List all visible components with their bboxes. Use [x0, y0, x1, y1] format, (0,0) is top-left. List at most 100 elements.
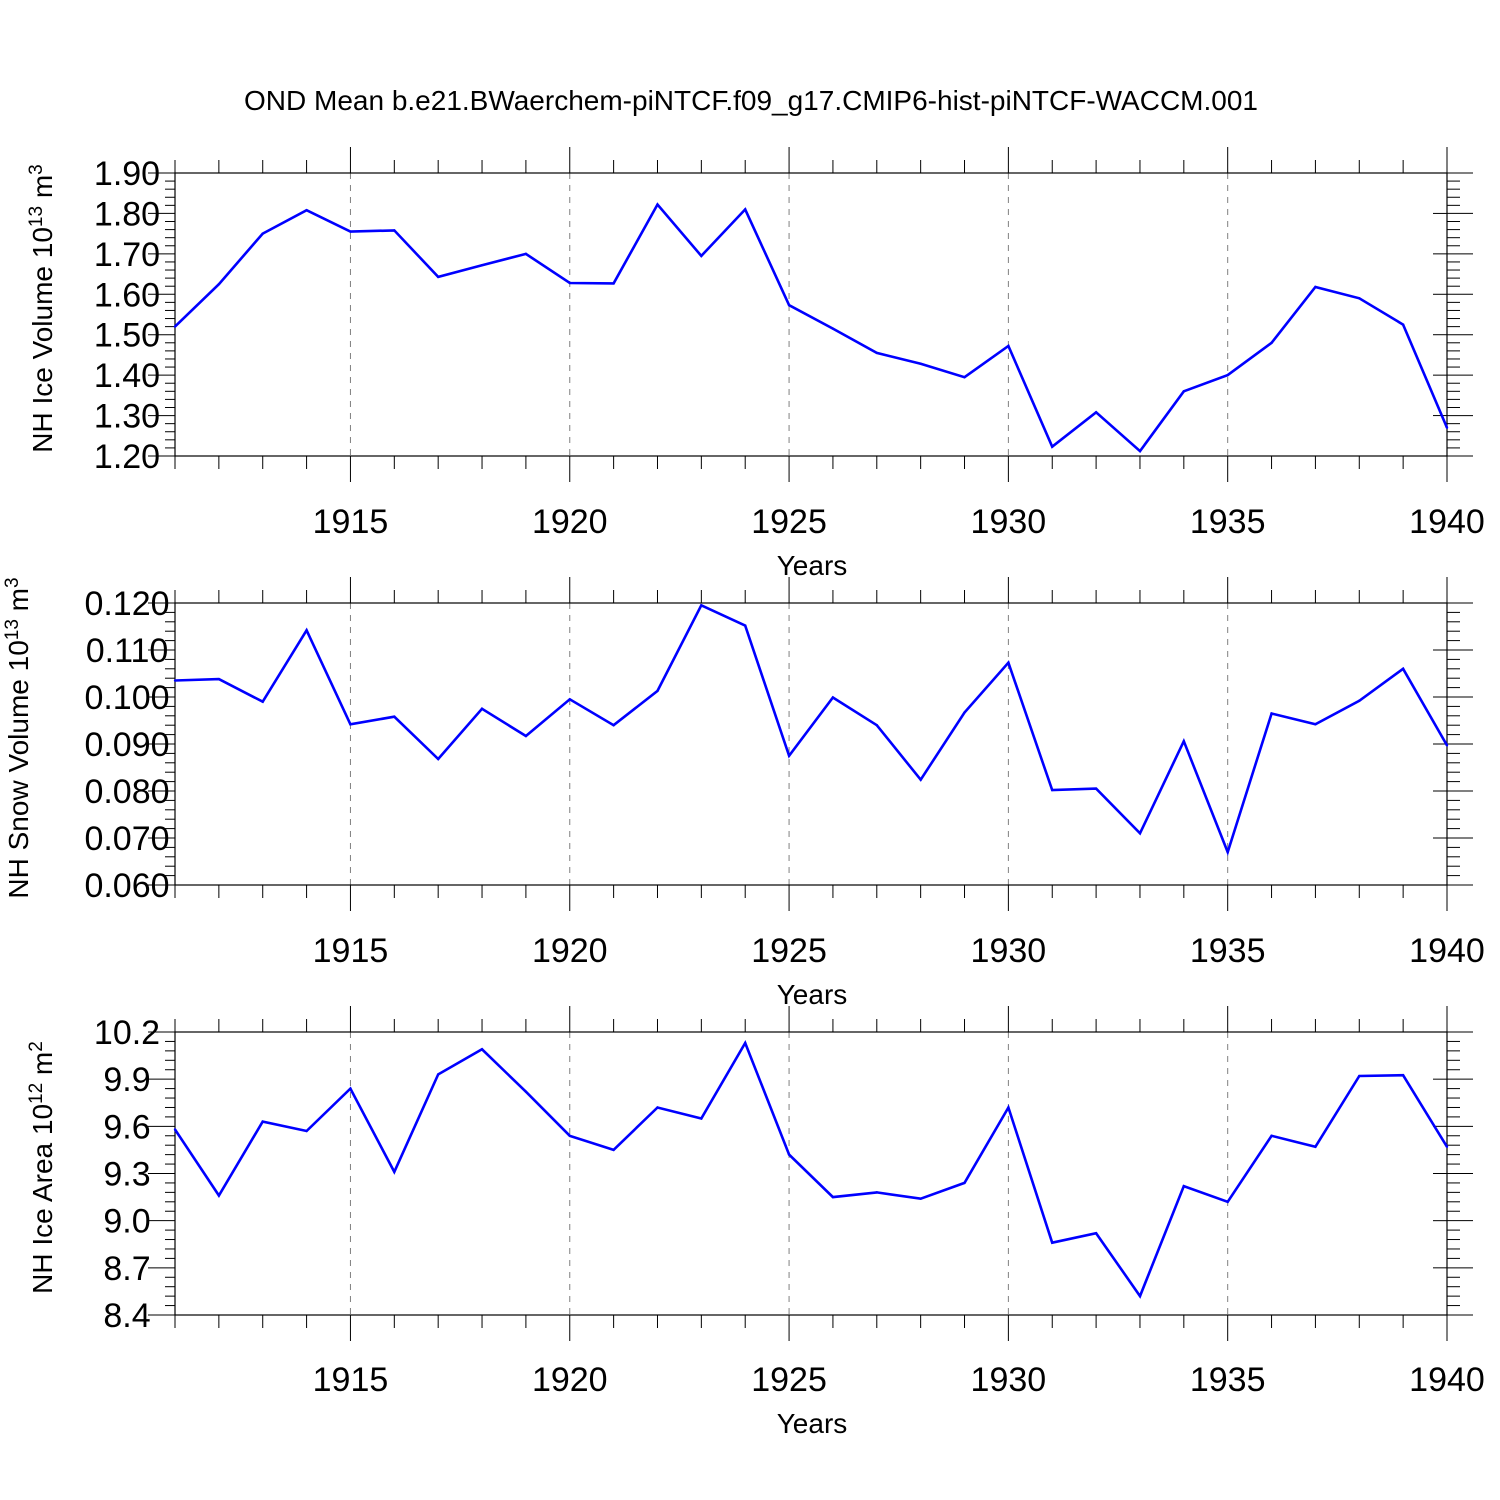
- figure-title: OND Mean b.e21.BWaerchem-piNTCF.f09_g17.…: [244, 85, 1258, 116]
- data-point: [173, 325, 177, 328]
- data-point: [744, 1041, 747, 1045]
- data-point: [305, 629, 308, 632]
- x-tick-label: 1920: [532, 503, 608, 541]
- y-label-text: NH Snow Volume 10: [3, 640, 34, 898]
- x-tick-label: 1915: [313, 932, 389, 970]
- data-point: [1138, 832, 1142, 835]
- data-point: [700, 254, 703, 258]
- data-point: [1226, 373, 1229, 377]
- data-point: [217, 1194, 221, 1197]
- data-point: [875, 1191, 878, 1194]
- x-tick-label: 1925: [751, 1361, 827, 1399]
- x-tick-label: 1915: [313, 1361, 389, 1399]
- data-point: [1401, 1074, 1405, 1077]
- panel-2: 0.060 0.070 0.080 0.090 0.100 0.110 0.120 1915 1…: [2, 577, 1485, 1010]
- y-tick-label: 0.100: [84, 679, 169, 717]
- data-point: [1051, 788, 1054, 792]
- data-point: [612, 282, 615, 285]
- y-tick-label: 9.0: [103, 1203, 150, 1241]
- data-point: [524, 1090, 528, 1093]
- data-point: [524, 252, 528, 256]
- y-axis-label: NH Snow Volume 1013 m3: [2, 577, 35, 898]
- data-point: [875, 724, 878, 727]
- x-tick-label: 1915: [313, 503, 389, 541]
- y-tick-label: 0.070: [84, 820, 169, 858]
- y-tick-label: 0.090: [84, 726, 169, 764]
- y-tick-label: 1.40: [94, 357, 160, 395]
- data-point: [436, 275, 440, 279]
- y-tick-label: 0.080: [84, 773, 169, 811]
- data-point: [261, 700, 264, 703]
- y-tick-label: 9.6: [103, 1108, 150, 1146]
- data-point: [831, 696, 835, 699]
- y-label-text: NH Ice Volume 10: [27, 227, 58, 453]
- x-tick-label: 1920: [532, 1361, 608, 1399]
- series-line: [174, 202, 1449, 454]
- y-label-superscript: 2: [26, 1041, 47, 1052]
- data-point: [436, 757, 440, 761]
- x-tick-label: 1940: [1409, 932, 1485, 970]
- data-point: [261, 1120, 264, 1123]
- data-point: [261, 232, 264, 235]
- y-label-superscript: 13: [2, 619, 23, 640]
- data-point: [1138, 449, 1142, 453]
- x-axis-label: Years: [777, 550, 848, 581]
- data-point: [393, 229, 396, 232]
- data-point: [217, 282, 221, 286]
- data-point: [480, 707, 484, 710]
- data-point: [1226, 1200, 1229, 1204]
- data-point: [919, 362, 922, 366]
- axis-ticks: [148, 1006, 1473, 1341]
- x-axis-label: Years: [777, 979, 848, 1010]
- data-point: [1358, 297, 1361, 300]
- y-tick-label: 1.30: [94, 398, 160, 436]
- data-point: [173, 679, 177, 682]
- y-tick-label: 1.60: [94, 276, 160, 314]
- data-point: [831, 1195, 835, 1199]
- data-point: [787, 1153, 791, 1156]
- data-point: [480, 263, 484, 267]
- x-tick-label: 1930: [971, 1361, 1047, 1399]
- y-tick-label: 1.70: [94, 236, 160, 274]
- y-label-superscript: 13: [26, 206, 47, 227]
- data-point: [1007, 1106, 1010, 1109]
- data-point: [919, 778, 922, 781]
- data-point: [349, 1087, 352, 1090]
- data-point: [436, 1073, 440, 1076]
- y-tick-label: 8.7: [103, 1250, 150, 1288]
- data-point: [1314, 723, 1317, 726]
- plot-frame: [174, 172, 1448, 457]
- y-label-text: m: [27, 1052, 58, 1083]
- y-label-superscript: 3: [26, 164, 47, 175]
- x-tick-label: 1935: [1190, 1361, 1266, 1399]
- x-tick-label: 1935: [1190, 503, 1266, 541]
- y-tick-label: 1.50: [94, 317, 160, 355]
- data-point: [656, 1106, 659, 1109]
- y-label-text: m: [3, 588, 34, 619]
- data-point: [1182, 390, 1186, 393]
- axis-ticks: [148, 577, 1473, 911]
- x-tick-label: 1940: [1409, 1361, 1485, 1399]
- data-point: [393, 1170, 396, 1174]
- y-tick-label: 8.4: [103, 1297, 150, 1335]
- data-point: [744, 624, 747, 627]
- data-point: [568, 281, 571, 285]
- data-point: [963, 375, 966, 379]
- data-point: [1270, 1134, 1273, 1137]
- data-point: [524, 734, 528, 738]
- y-label-superscript: 12: [26, 1083, 47, 1104]
- y-tick-label: 9.3: [103, 1156, 150, 1194]
- data-point: [1358, 1074, 1361, 1078]
- series-line: [174, 603, 1449, 856]
- panel-1: 1.201.301.401.501.601.701.801.90 1915 1920…: [26, 147, 1485, 581]
- x-tick-label: 1930: [971, 932, 1047, 970]
- data-point: [963, 1181, 966, 1185]
- data-point: [1445, 744, 1449, 747]
- y-tick-label: 1.90: [94, 155, 160, 193]
- data-point: [173, 1128, 177, 1131]
- data-point: [1314, 285, 1317, 289]
- data-point: [1226, 850, 1229, 854]
- data-point: [1445, 426, 1449, 429]
- data-point: [1358, 699, 1361, 702]
